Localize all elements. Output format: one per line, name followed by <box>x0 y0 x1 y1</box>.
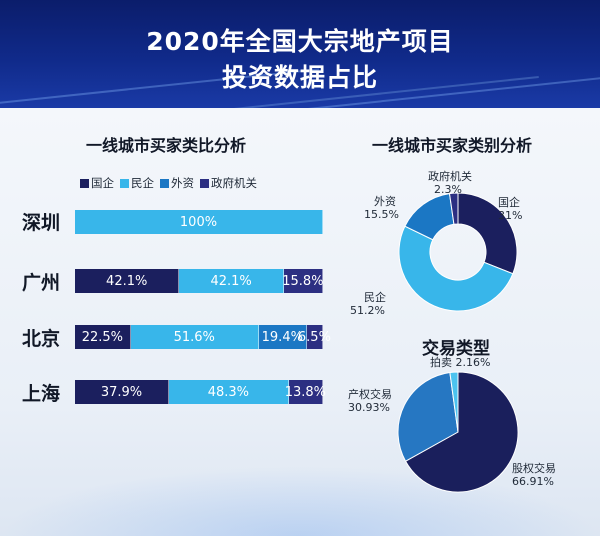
donut-chart-title: 一线城市买家类别分析 <box>372 136 533 155</box>
bar-data-label: 22.5% <box>81 329 124 345</box>
pie-label-auction: 拍卖 2.16% <box>430 356 491 369</box>
city-label-shenzhen: 深圳 <box>22 212 61 234</box>
legend-label: 外资 <box>171 176 194 190</box>
donut-label-guoqi: 国企 31% <box>498 196 523 222</box>
legend-swatch <box>80 178 89 188</box>
bar-segment: 22.5% <box>75 325 131 349</box>
legend-item-zhengfu: 政府机关 <box>200 175 257 191</box>
bar-segment: 51.6% <box>130 325 259 349</box>
slice-2 <box>449 371 459 433</box>
city-label-beijing: 北京 <box>22 328 61 350</box>
donut-label-zhengfu: 政府机关 2.3% <box>428 170 472 196</box>
bar-segment: 48.3% <box>168 380 289 404</box>
slice-3 <box>448 192 459 225</box>
donut-label-minqi: 民企 51.2% <box>350 291 386 317</box>
bar-segment: 6.5% <box>298 325 331 349</box>
page-title-line2: 投资数据占比 <box>221 63 378 92</box>
legend-label: 政府机关 <box>211 176 257 190</box>
city-label-shanghai: 上海 <box>22 383 61 405</box>
donut-label-waizi: 外资 15.5% <box>364 195 399 221</box>
bar-data-label: 100% <box>179 214 218 230</box>
bar-data-label: 42.1% <box>210 273 252 289</box>
legend-label: 民企 <box>131 176 154 190</box>
bar-data-label: 15.8% <box>282 273 324 289</box>
bar-chart-title: 一线城市买家类比分析 <box>86 136 247 155</box>
bar-row-shanghai: 37.9% 48.3% 13.8% <box>75 380 326 404</box>
slice-1 <box>398 225 514 312</box>
bar-segment: 100% <box>75 210 323 234</box>
bar-segment: 37.9% <box>75 380 169 404</box>
city-label-guangzhou: 广州 <box>22 272 61 294</box>
legend-swatch <box>200 178 209 188</box>
pie-label-property: 产权交易 30.93% <box>348 388 392 414</box>
page-title-line1: 2020年全国大宗地产项目 <box>146 27 454 56</box>
bar-data-label: 48.3% <box>207 384 250 400</box>
slice-0 <box>404 371 519 493</box>
header-banner: 2020年全国大宗地产项目 投资数据占比 <box>0 0 600 108</box>
bar-segment: 42.1% <box>75 269 180 293</box>
slice-1 <box>397 371 459 462</box>
bar-segment: 15.8% <box>282 269 324 293</box>
bar-row-shenzhen: 100% <box>75 210 323 234</box>
bar-segment: 19.4% <box>258 325 307 349</box>
bar-segment: 13.8% <box>285 380 326 404</box>
legend-label: 国企 <box>91 176 114 190</box>
slice-0 <box>457 192 518 275</box>
legend-swatch <box>160 178 169 188</box>
legend-item-minqi: 民企 <box>120 175 154 191</box>
bar-row-beijing: 22.5% 51.6% 19.4% 6.5% <box>75 325 331 349</box>
legend-item-guoqi: 国企 <box>80 175 114 191</box>
bar-segment: 42.1% <box>179 269 284 293</box>
bar-row-guangzhou: 42.1% 42.1% 15.8% <box>75 269 324 293</box>
bar-legend: 国企 民企 外资 政府机关 <box>80 175 257 191</box>
bar-data-label: 6.5% <box>297 329 331 345</box>
bar-data-label: 13.8% <box>284 384 327 400</box>
pie-label-equity: 股权交易 66.91% <box>512 462 556 488</box>
bar-data-label: 42.1% <box>106 273 148 289</box>
bar-data-label: 37.9% <box>100 384 143 400</box>
legend-item-waizi: 外资 <box>160 175 194 191</box>
pie-chart-title: 交易类型 <box>422 339 490 359</box>
legend-swatch <box>120 178 129 188</box>
bar-data-label: 51.6% <box>173 329 215 345</box>
bar-data-label: 19.4% <box>261 329 303 345</box>
